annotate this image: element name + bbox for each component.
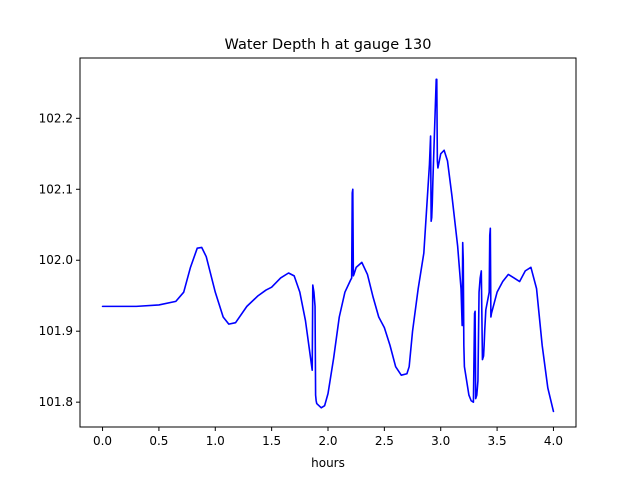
x-tick-label: 3.5 xyxy=(488,434,507,448)
y-tick-label: 101.8 xyxy=(39,395,73,409)
y-axis: 101.8 101.9 102.0 102.1 102.2 xyxy=(39,111,80,409)
x-tick-label: 1.5 xyxy=(262,434,281,448)
x-tick-label: 2.5 xyxy=(375,434,394,448)
series-line-0 xyxy=(101,78,555,413)
x-tick-label: 0.5 xyxy=(149,434,168,448)
axes-background xyxy=(80,58,576,427)
y-tick-label: 102.2 xyxy=(39,111,73,125)
x-tick-label: 4.0 xyxy=(544,434,563,448)
x-tick-label: 2.0 xyxy=(318,434,337,448)
x-axis-label: hours xyxy=(311,456,345,470)
x-axis: 0.0 0.5 1.0 1.5 2.0 2.5 3.0 3.5 4.0 xyxy=(93,427,563,448)
x-tick-label: 0.0 xyxy=(93,434,112,448)
y-tick-label: 102.1 xyxy=(39,182,73,196)
x-tick-label: 3.0 xyxy=(431,434,450,448)
series-layer xyxy=(101,78,555,413)
plot-area xyxy=(79,57,577,428)
y-tick-label: 102.0 xyxy=(39,253,73,267)
y-tick-label: 101.9 xyxy=(39,324,73,338)
chart-title: Water Depth h at gauge 130 xyxy=(225,37,432,53)
x-tick-label: 1.0 xyxy=(206,434,225,448)
